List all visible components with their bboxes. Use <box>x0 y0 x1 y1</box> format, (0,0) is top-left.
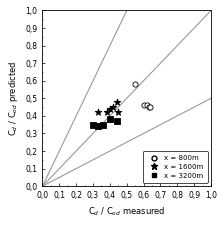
Point <box>96 110 100 114</box>
Point <box>91 123 95 126</box>
Point <box>108 118 112 121</box>
Point <box>115 119 118 123</box>
Point <box>96 125 100 128</box>
Point <box>108 107 112 111</box>
Point <box>116 110 120 114</box>
Point <box>147 105 151 109</box>
Point <box>134 82 137 86</box>
Point <box>105 110 108 114</box>
Point <box>115 100 118 104</box>
Point <box>145 104 149 107</box>
Point <box>112 105 115 109</box>
Y-axis label: C$_d$ / C$_{od}$ predicted: C$_d$ / C$_{od}$ predicted <box>7 61 20 136</box>
X-axis label: C$_d$ / C$_{od}$ measured: C$_d$ / C$_{od}$ measured <box>88 206 166 218</box>
Point <box>142 104 145 107</box>
Point <box>149 105 152 109</box>
Legend: x = 800m, x = 1600m, x = 3200m: x = 800m, x = 1600m, x = 3200m <box>143 151 208 183</box>
Point <box>101 123 105 126</box>
